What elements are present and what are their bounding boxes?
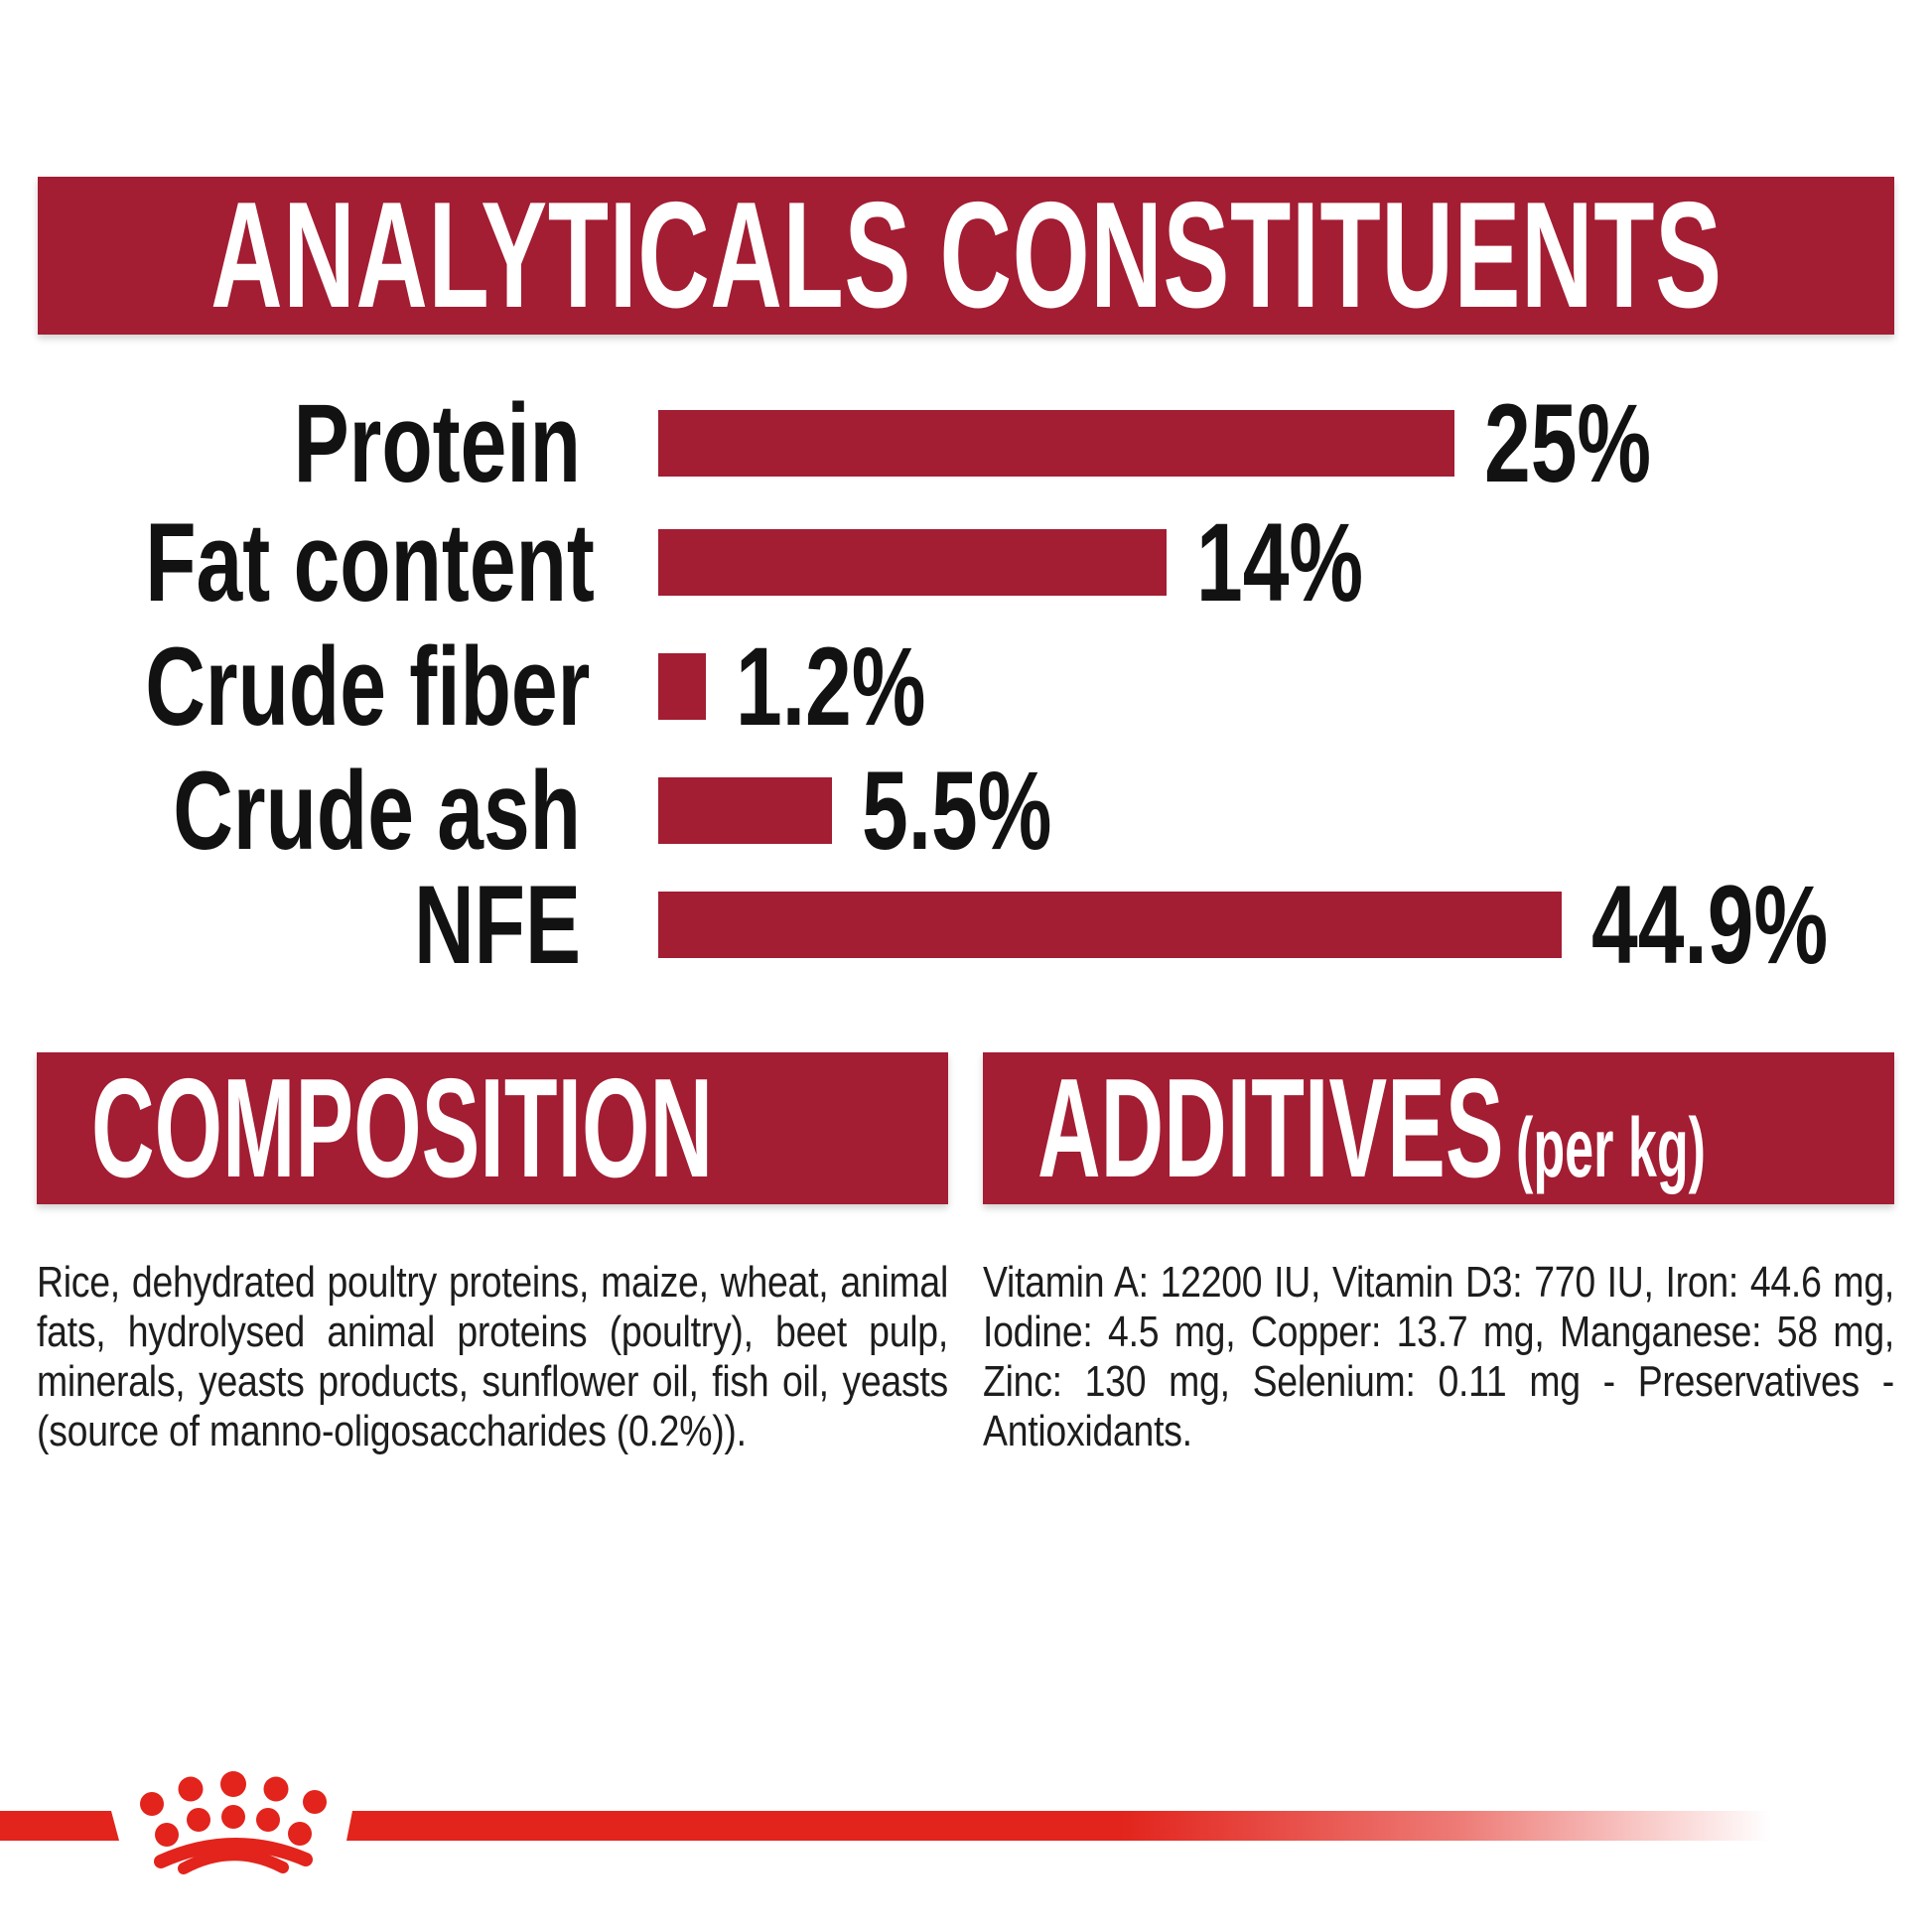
brand-line-right	[346, 1811, 1894, 1841]
footer-brand-art	[0, 1771, 1894, 1874]
composition-title: COMPOSITION	[91, 1048, 714, 1207]
royal-canin-crown-logo-icon	[140, 1771, 327, 1874]
chart-bar	[658, 528, 1167, 596]
chart-value-label: 25%	[1484, 380, 1652, 505]
composition-body-text: Rice, dehydrated poultry proteins, maize…	[37, 1258, 948, 1455]
page-title: ANALYTICALS CONSTITUENTS	[209, 171, 1723, 340]
additives-body-text: Vitamin A: 12200 IU, Vitamin D3: 770 IU,…	[983, 1258, 1894, 1455]
chart-category-label: Crude ash	[173, 748, 581, 873]
chart-category-label: Protein	[293, 380, 581, 505]
additives-title-text: ADDITIVES	[1037, 1048, 1504, 1207]
additives-header-banner: ADDITIVES (per kg)	[983, 1049, 1894, 1207]
brand-line-left	[0, 1811, 119, 1841]
chart-value-label: 1.2%	[736, 623, 926, 749]
chart-row: Crude ash 5.5%	[0, 749, 1932, 873]
analyticals-header-banner: ANALYTICALS CONSTITUENTS	[38, 171, 1894, 340]
analyticals-bar-chart: Protein 25% Fat content 14% Crude fiber 1.2% C…	[0, 381, 1932, 987]
chart-row: Protein 25%	[0, 381, 1932, 505]
chart-bar	[658, 652, 706, 720]
chart-category-label: NFE	[414, 862, 581, 987]
chart-row: Crude fiber 1.2%	[0, 624, 1932, 749]
composition-header-banner: COMPOSITION	[37, 1049, 948, 1207]
chart-bar	[658, 776, 832, 844]
chart-value-label: 14%	[1196, 499, 1364, 624]
chart-row: NFE 44.9%	[0, 863, 1932, 987]
chart-row: Fat content 14%	[0, 500, 1932, 624]
chart-category-label: Crude fiber	[145, 623, 591, 749]
chart-bar	[658, 409, 1454, 477]
additives-title-suffix: (per kg)	[1516, 1100, 1706, 1194]
chart-category-label: Fat content	[145, 499, 595, 624]
chart-bar	[658, 891, 1562, 958]
additives-title: ADDITIVES (per kg)	[1037, 1047, 1706, 1210]
chart-value-label: 44.9%	[1591, 862, 1829, 987]
chart-value-label: 5.5%	[862, 748, 1052, 873]
